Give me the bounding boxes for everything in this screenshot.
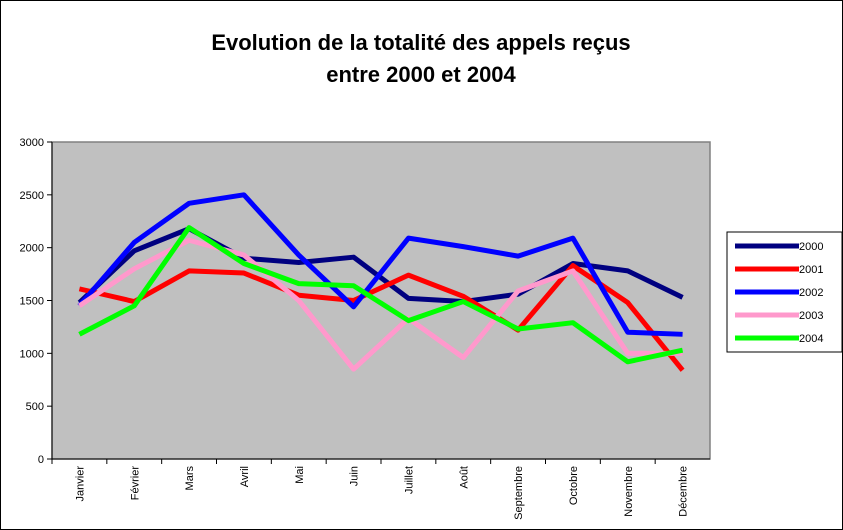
x-tick-label: Janvier — [74, 466, 86, 502]
x-tick-label: Novembre — [623, 466, 635, 517]
x-tick-label: Août — [458, 466, 470, 489]
y-tick-label: 1000 — [20, 348, 44, 360]
x-tick-label: Septembre — [513, 466, 525, 520]
x-tick-label: Octobre — [568, 466, 580, 505]
legend-label: 2000 — [799, 241, 823, 253]
y-tick-label: 500 — [26, 401, 44, 413]
chart-title: entre 2000 et 2004 — [326, 62, 516, 87]
x-tick-label: Avril — [239, 466, 251, 487]
legend-label: 2002 — [799, 287, 823, 299]
y-tick-label: 2500 — [20, 190, 44, 202]
series-line — [78, 225, 684, 365]
series-line — [78, 237, 683, 372]
x-tick-label: Juillet — [403, 466, 415, 494]
x-tick-label: Juin — [349, 466, 361, 486]
y-tick-label: 2000 — [20, 243, 44, 255]
x-tick-label: Mai — [294, 466, 306, 484]
x-tick-label: Décembre — [678, 466, 690, 517]
legend-label: 2003 — [799, 310, 823, 322]
x-tick-label: Février — [129, 466, 141, 501]
y-tick-label: 1500 — [20, 296, 44, 308]
series-line — [77, 192, 683, 337]
chart-title: Evolution de la totalité des appels reçu… — [211, 30, 630, 55]
x-tick-label: Mars — [184, 466, 196, 491]
legend-label: 2004 — [799, 333, 823, 345]
y-tick-label: 3000 — [20, 137, 44, 149]
y-tick-label: 0 — [38, 454, 44, 466]
series-line — [77, 226, 684, 305]
legend-label: 2001 — [799, 264, 823, 276]
series-line — [78, 263, 685, 372]
